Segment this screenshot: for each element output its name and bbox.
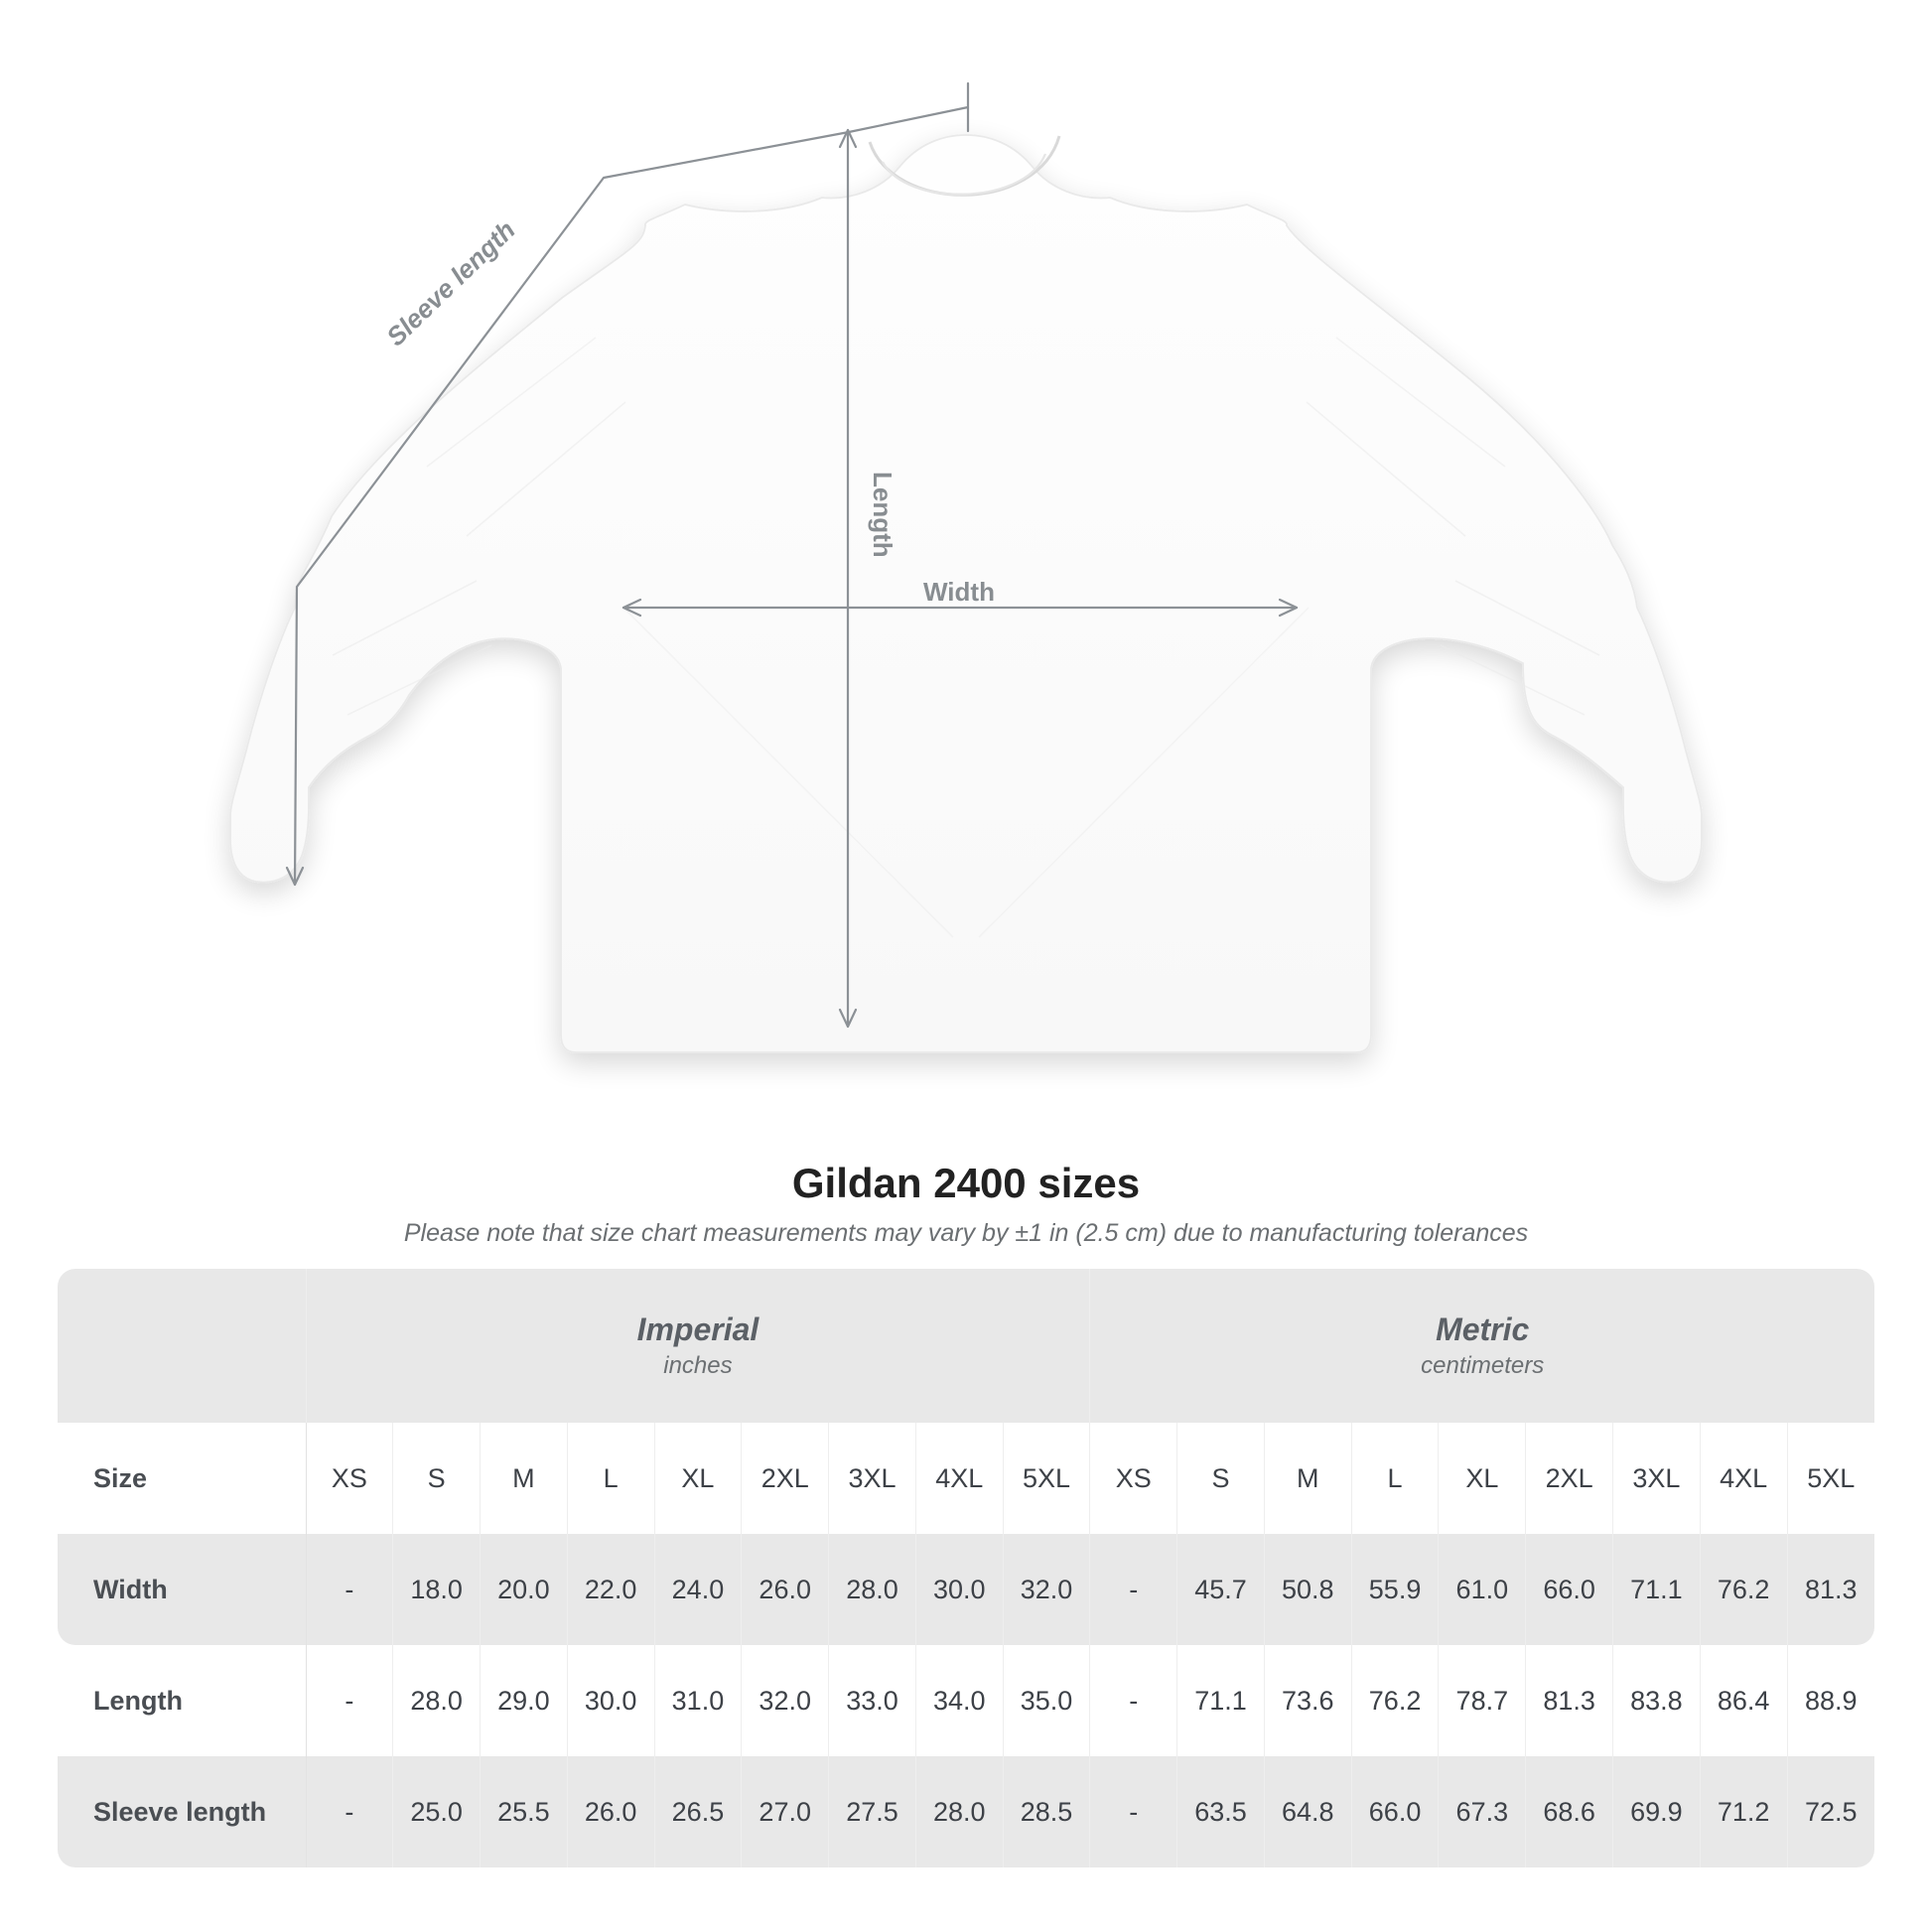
svg-text:Width: Width: [923, 577, 995, 607]
svg-text:Length: Length: [868, 472, 897, 558]
svg-text:Sleeve length: Sleeve length: [380, 214, 520, 351]
